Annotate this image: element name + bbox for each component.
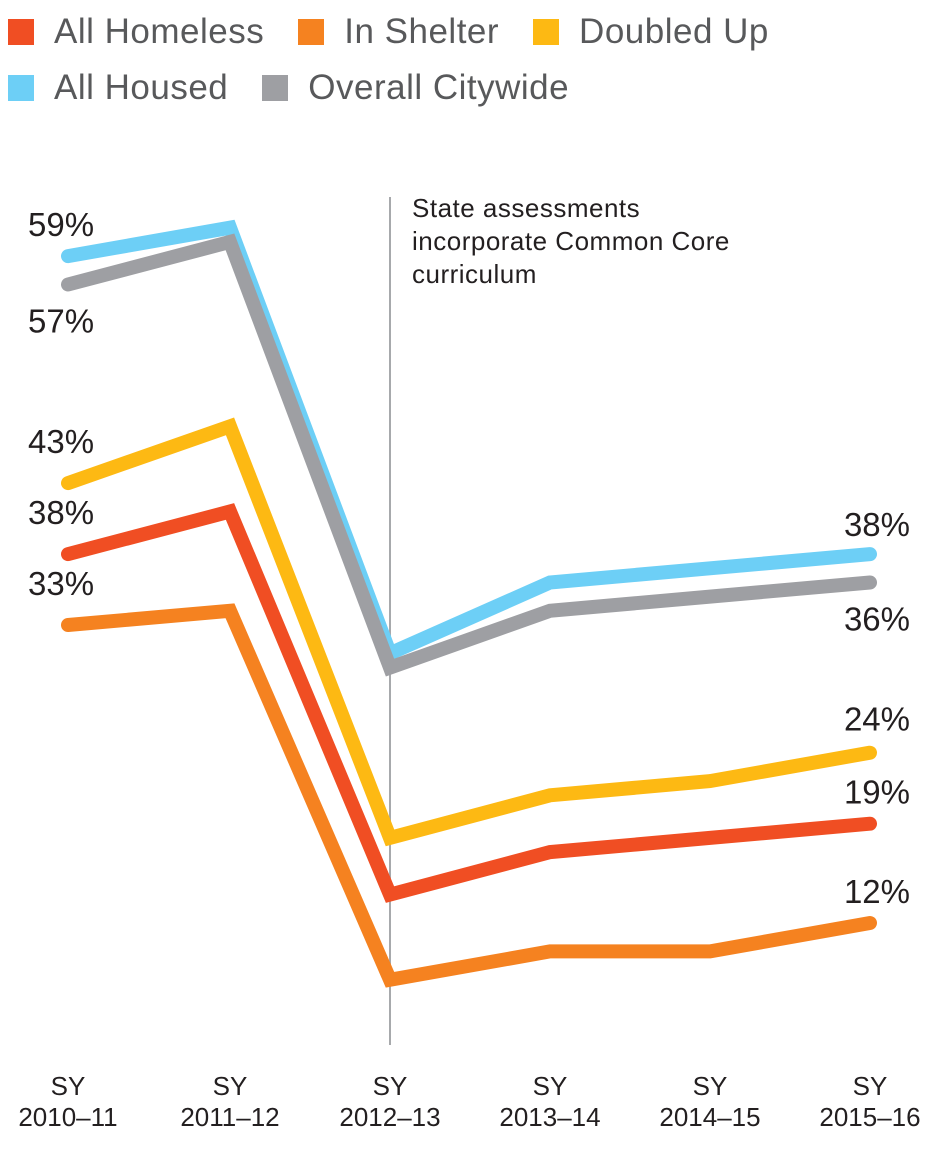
series-line-doubled-up	[61, 417, 877, 847]
x-tick-label: 2011–12	[180, 1102, 279, 1132]
legend-swatch	[8, 19, 34, 45]
data-label-end: 36%	[844, 600, 910, 637]
legend-item-in-shelter: In Shelter	[298, 12, 499, 52]
x-tick-label: SY	[213, 1071, 248, 1101]
legend-label: All Homeless	[54, 12, 265, 51]
x-tick-label: SY	[693, 1071, 728, 1101]
data-label-start: 33%	[28, 565, 94, 602]
data-label-end: 12%	[844, 873, 910, 910]
series-line-all-homeless	[61, 503, 877, 903]
x-tick-label: SY	[853, 1071, 888, 1101]
x-tick-label: 2014–15	[659, 1102, 760, 1132]
legend-label: In Shelter	[344, 12, 500, 51]
data-label-end: 38%	[844, 506, 910, 543]
series-line-all-housed	[61, 219, 877, 663]
x-tick-label: 2013–14	[499, 1102, 600, 1132]
legend-swatch	[8, 75, 34, 101]
annotation-text: curriculum	[412, 259, 537, 289]
data-label-start: 57%	[28, 302, 94, 339]
legend: All Homeless In Shelter Doubled Up All H…	[8, 4, 938, 116]
legend-swatch	[262, 75, 289, 101]
annotation-text: State assessments	[412, 193, 640, 223]
legend-item-all-housed: All Housed	[8, 68, 228, 108]
legend-label: All Housed	[54, 68, 229, 107]
legend-label: Doubled Up	[579, 12, 769, 51]
data-label-end: 24%	[844, 701, 910, 738]
legend-label: Overall Citywide	[308, 68, 570, 107]
data-label-end: 19%	[844, 774, 910, 811]
x-tick-label: 2010–11	[18, 1102, 117, 1132]
legend-swatch	[533, 19, 560, 45]
legend-row-2: All Housed Overall Citywide	[8, 60, 938, 116]
series-line-in-shelter	[61, 603, 877, 988]
data-label-start: 38%	[28, 494, 94, 531]
legend-item-all-homeless: All Homeless	[8, 12, 264, 52]
legend-swatch	[298, 19, 325, 45]
x-tick-label: 2012–13	[339, 1102, 440, 1132]
data-label-start: 59%	[28, 206, 94, 243]
x-tick-label: SY	[51, 1071, 86, 1101]
legend-item-overall-citywide: Overall Citywide	[262, 68, 569, 108]
legend-item-doubled-up: Doubled Up	[533, 12, 769, 52]
legend-row-1: All Homeless In Shelter Doubled Up	[8, 4, 938, 60]
annotation-text: incorporate Common Core	[412, 226, 730, 256]
data-label-start: 43%	[28, 423, 94, 460]
x-tick-label: 2015–16	[819, 1102, 920, 1132]
series-line-overall-citywide	[61, 233, 877, 677]
x-tick-label: SY	[533, 1071, 568, 1101]
x-tick-label: SY	[373, 1071, 408, 1101]
